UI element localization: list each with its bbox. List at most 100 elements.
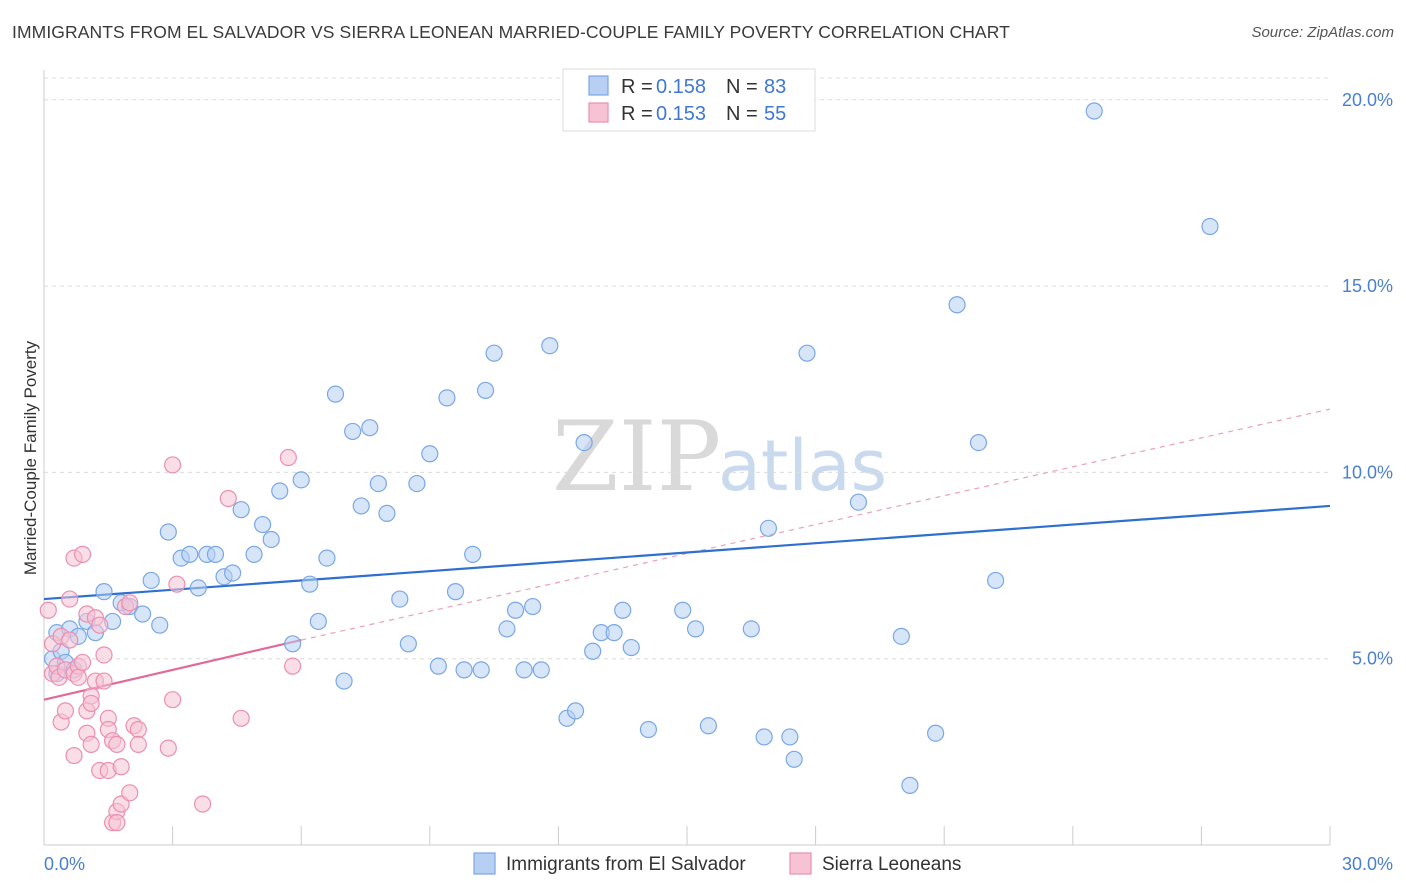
bottom-legend: Immigrants from El Salvador Sierra Leone… [473, 852, 961, 875]
point-sierra-leone [121, 784, 139, 802]
point-el-salvador [335, 672, 353, 690]
point-el-salvador [391, 590, 409, 608]
point-el-salvador [584, 642, 602, 660]
legend-r-value-1: 0.158 [656, 76, 706, 98]
point-sierra-leone [159, 739, 177, 757]
point-el-salvador [948, 296, 966, 314]
point-sierra-leone [121, 594, 139, 612]
point-el-salvador [301, 575, 319, 593]
point-el-salvador [326, 385, 345, 403]
legend-n-label-1: N = [726, 76, 758, 98]
point-el-salvador [318, 549, 336, 567]
point-el-salvador [575, 433, 593, 452]
point-el-salvador [159, 523, 177, 541]
point-sierra-leone [61, 631, 79, 649]
point-el-salvador [969, 433, 988, 452]
point-el-salvador [254, 515, 272, 534]
point-el-salvador [464, 545, 482, 563]
point-el-salvador [181, 545, 199, 563]
y-tick-label: 10.0% [1342, 462, 1393, 482]
point-sierra-leone [129, 735, 147, 753]
point-sierra-leone [95, 672, 113, 690]
y-tick-label: 20.0% [1342, 90, 1393, 110]
point-sierra-leone [232, 709, 250, 727]
point-el-salvador [686, 620, 705, 638]
axes [43, 70, 1331, 846]
point-sierra-leone [219, 489, 237, 508]
point-el-salvador [232, 501, 250, 519]
point-el-salvador [476, 381, 495, 400]
point-el-salvador [151, 616, 169, 634]
point-el-salvador [892, 627, 910, 645]
point-sierra-leone [61, 590, 79, 608]
point-el-salvador [142, 571, 160, 590]
x-tick-label-min: 0.0% [44, 854, 85, 874]
point-sierra-leone [69, 668, 87, 686]
y-axis-title: Married-Couple Family Poverty [21, 340, 40, 575]
point-el-salvador [408, 474, 426, 493]
point-el-salvador [446, 583, 465, 601]
legend-n-value-1: 83 [764, 76, 786, 98]
point-el-salvador [224, 564, 242, 582]
trend-line-el-salvador [43, 504, 1331, 601]
legend-swatch-el-salvador [588, 75, 609, 96]
point-sierra-leone [56, 702, 75, 720]
legend-swatch-sierra-leone [588, 102, 609, 123]
point-sierra-leone [95, 646, 113, 664]
point-el-salvador [344, 422, 362, 441]
point-el-salvador [352, 497, 370, 515]
point-el-salvador [901, 776, 919, 794]
point-el-salvador [361, 419, 379, 437]
bottom-legend-swatch-sierra-leone [789, 852, 812, 875]
point-el-salvador [742, 620, 760, 638]
point-el-salvador [699, 717, 718, 735]
point-el-salvador [95, 583, 113, 601]
point-el-salvador [987, 571, 1005, 590]
point-el-salvador [541, 337, 559, 355]
point-el-salvador [1201, 217, 1219, 236]
point-sierra-leone [108, 735, 126, 753]
source-credit: Source: ZipAtlas.com [1251, 24, 1394, 41]
point-el-salvador [532, 661, 550, 679]
point-sierra-leone [279, 448, 297, 467]
chart-title: IMMIGRANTS FROM EL SALVADOR VS SIERRA LE… [12, 22, 1010, 42]
point-sierra-leone [112, 758, 130, 776]
point-sierra-leone [65, 746, 83, 765]
point-el-salvador [785, 750, 803, 768]
watermark: ZIP atlas [552, 401, 887, 513]
bottom-legend-label-el-salvador: Immigrants from El Salvador [506, 854, 746, 875]
point-el-salvador [759, 519, 778, 537]
point-sierra-leone [108, 814, 126, 832]
point-el-salvador [849, 493, 868, 511]
point-el-salvador [284, 635, 302, 653]
point-el-salvador [566, 702, 585, 720]
watermark-zip: ZIP [552, 401, 721, 513]
data-points [39, 102, 1219, 832]
point-sierra-leone [82, 735, 100, 753]
point-el-salvador [605, 624, 623, 642]
point-el-salvador [755, 728, 773, 746]
point-sierra-leone [194, 795, 212, 813]
point-el-salvador [781, 728, 799, 746]
point-el-salvador [927, 724, 945, 742]
point-el-salvador [399, 635, 417, 653]
x-tick-label-max: 30.0% [1342, 854, 1393, 874]
legend-r-label-2: R = [621, 103, 653, 125]
legend-r-value-2: 0.153 [656, 103, 706, 125]
point-el-salvador [429, 657, 447, 675]
point-el-salvador [133, 605, 152, 623]
point-el-salvador [515, 661, 533, 679]
point-el-salvador [524, 597, 542, 616]
point-el-salvador [309, 612, 327, 631]
point-el-salvador [262, 530, 280, 549]
point-el-salvador [674, 601, 692, 619]
y-tick-labels: 5.0% 10.0% 15.0% 20.0% [1342, 90, 1393, 669]
point-el-salvador [485, 344, 503, 362]
point-el-salvador [292, 471, 310, 489]
bottom-legend-swatch-el-salvador [473, 852, 496, 875]
point-el-salvador [498, 620, 516, 638]
point-el-salvador [189, 579, 207, 597]
y-tick-label: 5.0% [1352, 649, 1393, 669]
point-sierra-leone [73, 653, 92, 672]
